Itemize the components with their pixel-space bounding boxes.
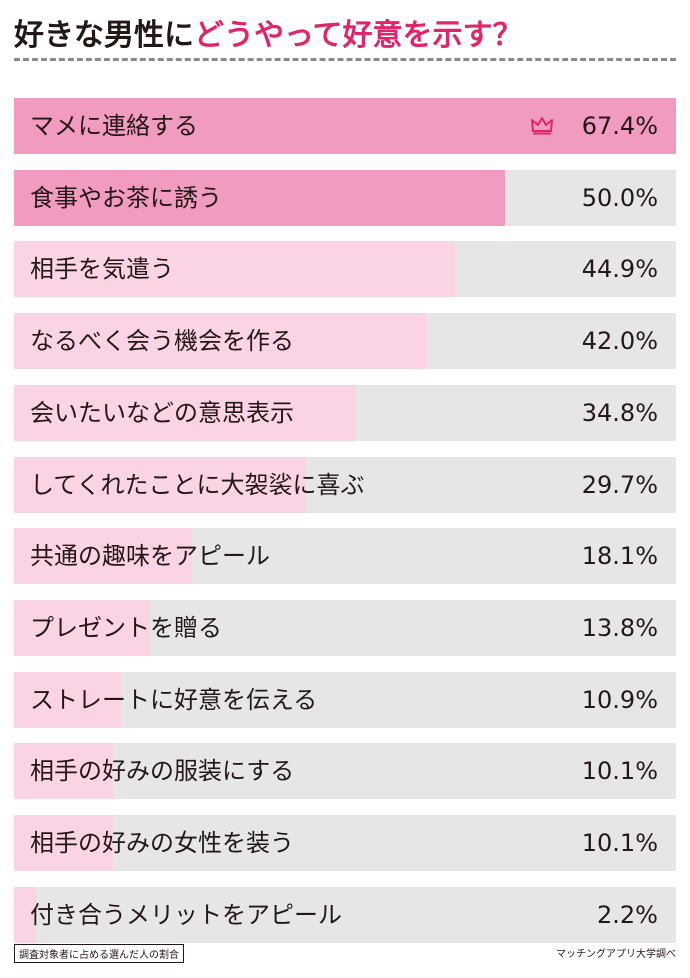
bar-value-label: 42.0% — [581, 327, 658, 356]
chart-title-part1: 好きな男性に — [14, 18, 194, 53]
bar-value-label: 10.1% — [581, 829, 658, 857]
bar-row: 会いたいなどの意思表示 34.8% — [14, 384, 676, 441]
bar-row: プレゼントを贈る 13.8% — [14, 599, 676, 656]
bar-label: プレゼントを贈る — [30, 613, 222, 642]
footnote: 調査対象者に占める選んだ人の割合 — [14, 944, 184, 963]
bar-label: 相手を気遣う — [30, 255, 174, 284]
bar-label: 付き合うメリットをアピール — [30, 900, 342, 929]
bar-value-label: 44.9% — [581, 255, 658, 284]
bar — [14, 384, 356, 441]
bar-row: 付き合うメリットをアピール 2.2% — [14, 886, 676, 943]
bar-value-label: 50.0% — [581, 183, 658, 212]
bar-label: 相手の好みの女性を装う — [30, 829, 294, 857]
crown-icon — [531, 117, 553, 135]
bar-value-label: 18.1% — [581, 542, 658, 571]
chart-title: 好きな男性にどうやって好意を示す？ — [14, 10, 523, 54]
bar-row: 共通の趣味をアピール 18.1% — [14, 528, 676, 585]
bar-label: 食事やお茶に誘う — [30, 183, 222, 212]
bar-row: 食事やお茶に誘う 50.0% — [14, 169, 676, 226]
bar-label: 相手の好みの服装にする — [30, 757, 295, 786]
bar-label: ストレートに好意を伝える — [30, 685, 318, 714]
bar — [14, 313, 427, 370]
bar-label: マメに連絡する — [30, 112, 198, 140]
bar-value-label: 67.4% — [581, 112, 658, 140]
bar-value-label: 34.8% — [581, 398, 658, 427]
source-credit: マッチングアプリ大学調べ — [556, 949, 676, 960]
bar-label: 共通の趣味をアピール — [30, 542, 270, 571]
crown-base — [533, 132, 551, 135]
bar — [14, 599, 150, 656]
bar-value-label: 13.8% — [581, 613, 658, 642]
bar — [14, 169, 506, 226]
bar-value-label: 2.2% — [597, 900, 658, 929]
bar — [14, 815, 114, 871]
bar-row: 相手の好みの女性を装う 10.1% — [14, 815, 676, 871]
bar — [14, 743, 114, 800]
bar — [14, 886, 36, 943]
bar-value-label: 10.9% — [581, 685, 658, 714]
title-divider — [14, 58, 676, 61]
chart-title-part2: どうやって好意を示す？ — [194, 18, 523, 53]
bar — [14, 456, 306, 513]
bar-label: 会いたいなどの意思表示 — [30, 398, 294, 427]
bar — [14, 671, 122, 728]
bar-row: 相手の好みの服装にする 10.1% — [14, 743, 676, 800]
bar-row: してくれたことに大袈裟に喜ぶ 29.7% — [14, 456, 676, 513]
bar-row: マメに連絡する 67.4% — [14, 98, 676, 154]
bar-label: してくれたことに大袈裟に喜ぶ — [30, 470, 365, 499]
bar — [14, 98, 676, 154]
crown-outline — [531, 117, 553, 132]
bar — [14, 528, 192, 585]
bar-value-label: 29.7% — [581, 470, 658, 499]
bar-row: ストレートに好意を伝える 10.9% — [14, 671, 676, 728]
bar-row: 相手を気遣う 44.9% — [14, 241, 676, 298]
bar-value-label: 10.1% — [581, 757, 658, 786]
bar-row: なるべく会う機会を作る 42.0% — [14, 313, 676, 370]
bar-label: なるべく会う機会を作る — [30, 327, 294, 356]
bar — [14, 241, 455, 298]
